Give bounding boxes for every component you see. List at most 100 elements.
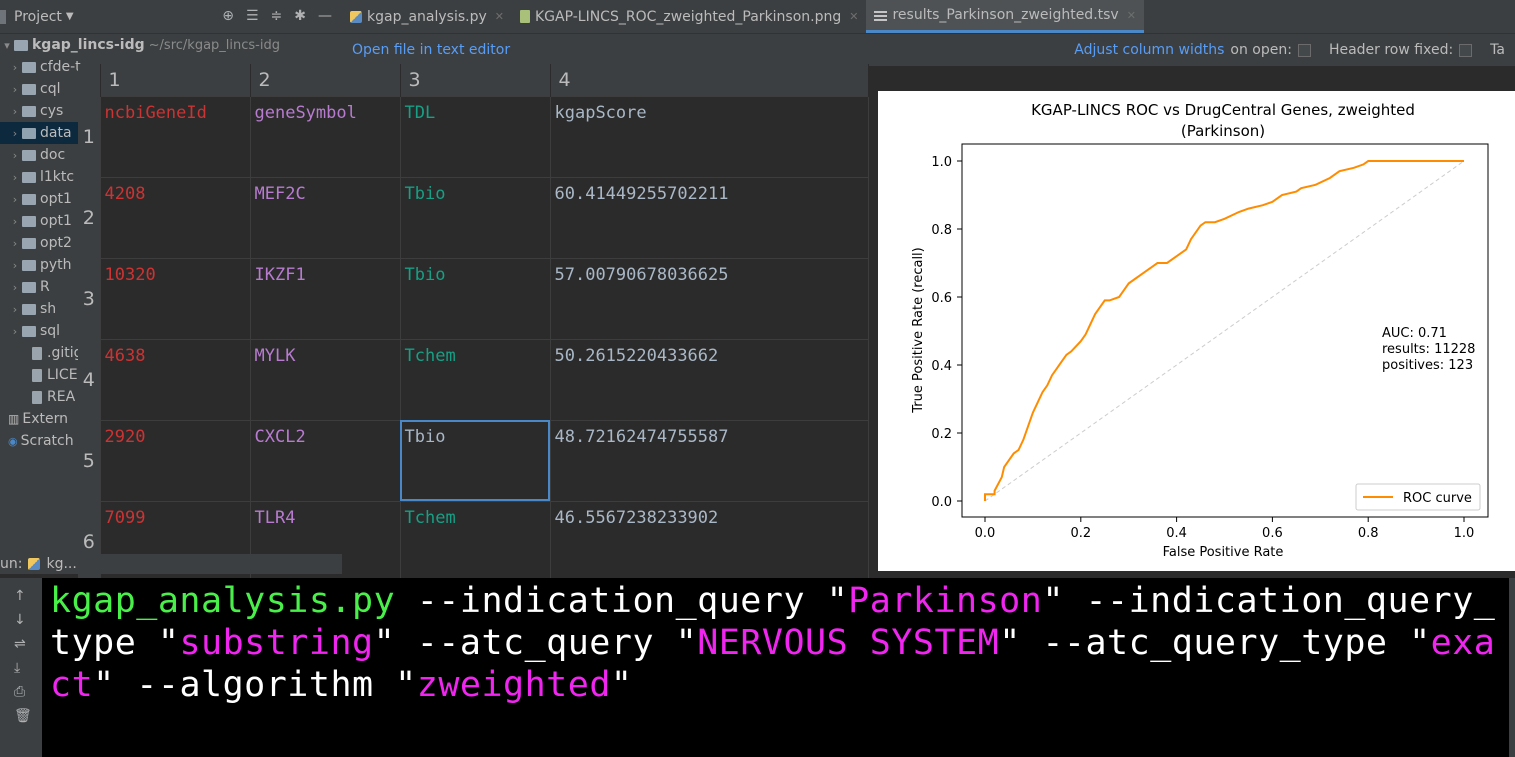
tree-item-opt1[interactable]: › opt1	[0, 188, 72, 210]
chevron-right-icon[interactable]: ›	[12, 214, 18, 228]
cell-value: Tbio	[404, 183, 446, 204]
tree-item-opt1[interactable]: › opt1	[0, 210, 72, 232]
cell-value: ncbiGeneId	[104, 102, 207, 123]
gear-icon[interactable]: ✱	[294, 8, 306, 24]
tree-item-cql[interactable]: › cql	[0, 78, 61, 100]
adjust-column-widths-link[interactable]: Adjust column widths	[1074, 42, 1225, 58]
table-cell[interactable]: 48.72162474755587	[549, 419, 869, 502]
editor-tab[interactable]: KGAP-LINCS_ROC_zweighted_Parkinson.png ✕	[512, 0, 867, 33]
close-icon[interactable]: ✕	[494, 10, 504, 23]
header-row-fixed-checkbox[interactable]	[1459, 43, 1473, 57]
up-arrow-icon[interactable]: ↑	[14, 588, 26, 604]
tree-item-pyth[interactable]: › pyth	[0, 254, 72, 276]
table-cell[interactable]: 46.5567238233902	[549, 500, 869, 583]
chevron-right-icon[interactable]: ›	[12, 192, 18, 206]
table-cell[interactable]: 4208	[99, 176, 251, 259]
table-cell[interactable]: kgapScore	[549, 95, 869, 178]
chevron-right-icon[interactable]: ›	[12, 170, 18, 184]
tree-item-extern[interactable]: ▥ Extern	[0, 408, 68, 430]
tree-item-scratch[interactable]: ◉ Scratch	[0, 430, 74, 452]
chevron-right-icon[interactable]: ›	[12, 302, 18, 316]
tree-item-l1ktc[interactable]: › l1ktc	[0, 166, 74, 188]
table-cell[interactable]: 10320	[99, 257, 251, 340]
adjust-on-open-checkbox[interactable]	[1297, 43, 1311, 57]
table-cell[interactable]: 60.41449255702211	[549, 176, 869, 259]
chart-title: KGAP-LINCS ROC vs DrugCentral Genes, zwe…	[1031, 101, 1415, 119]
close-icon[interactable]: ✕	[1126, 8, 1136, 22]
tree-item-data[interactable]: › data	[0, 122, 80, 144]
down-arrow-icon[interactable]: ↓	[14, 612, 26, 628]
table-cell[interactable]: Tbio	[399, 419, 551, 502]
column-header[interactable]: 3	[400, 64, 551, 96]
tree-item-cfdet[interactable]: › cfde-t..	[0, 56, 90, 78]
table-cell[interactable]: 57.00790678036625	[549, 257, 869, 340]
chevron-down-icon[interactable]: ▾	[4, 38, 10, 52]
tree-item-sh[interactable]: › sh	[0, 298, 56, 320]
folder-icon	[22, 281, 36, 293]
tree-item-cys[interactable]: › cys	[0, 100, 63, 122]
chevron-right-icon[interactable]: ›	[12, 236, 18, 250]
chevron-right-icon[interactable]: ›	[12, 104, 18, 118]
row-number[interactable]: 3	[78, 258, 100, 339]
run-config-name[interactable]: kg...	[46, 556, 77, 572]
expand-icon[interactable]: ≑	[270, 8, 283, 24]
hide-panel-icon[interactable]: —	[318, 8, 332, 24]
x-tick-label: 0.8	[1358, 526, 1379, 541]
run-console-output[interactable]: kgap_analysis.py --indication_query "Par…	[42, 578, 1515, 757]
chevron-right-icon[interactable]: ›	[12, 82, 18, 96]
table-cell[interactable]: ncbiGeneId	[99, 95, 251, 178]
table-cell[interactable]: Tbio	[399, 257, 551, 340]
tree-item-opt2[interactable]: › opt2	[0, 232, 72, 254]
table-cell[interactable]: 2920	[99, 419, 251, 502]
row-number[interactable]: 5	[78, 420, 100, 501]
editor-tab[interactable]: results_Parkinson_zweighted.tsv ✕	[866, 0, 1144, 33]
print-icon[interactable]: ⎙	[14, 684, 26, 700]
console-scrollbar[interactable]	[1509, 578, 1515, 757]
chevron-right-icon[interactable]: ›	[12, 60, 18, 74]
trash-icon[interactable]: 🗑	[14, 708, 32, 724]
row-number[interactable]: 2	[78, 177, 100, 258]
row-number[interactable]: 1	[78, 96, 100, 177]
tree-item-rea[interactable]: REA	[0, 386, 75, 408]
table-cell[interactable]: geneSymbol	[249, 95, 401, 178]
locate-icon[interactable]: ⊕	[222, 8, 234, 24]
chevron-right-icon[interactable]: ›	[12, 280, 18, 294]
editor-tab[interactable]: kgap_analysis.py ✕	[342, 0, 512, 33]
chevron-right-icon[interactable]: ›	[12, 258, 18, 272]
tree-item-doc[interactable]: › doc	[0, 144, 65, 166]
tree-item-gitig[interactable]: .gitig	[0, 342, 83, 364]
table-cell[interactable]: 50.2615220433662	[549, 338, 869, 421]
tree-item-lice[interactable]: LICE	[0, 364, 78, 386]
cell-value: IKZF1	[254, 264, 306, 285]
table-cell[interactable]: CXCL2	[249, 419, 401, 502]
column-header[interactable]: 4	[550, 64, 869, 96]
cell-value: Tbio	[404, 426, 446, 447]
table-cell[interactable]: 4638	[99, 338, 251, 421]
chevron-right-icon[interactable]: ›	[12, 126, 18, 140]
table-cell[interactable]: MEF2C	[249, 176, 401, 259]
chevron-right-icon[interactable]: ›	[12, 148, 18, 162]
table-cell[interactable]: IKZF1	[249, 257, 401, 340]
project-view-selector[interactable]: Project ▼	[0, 9, 74, 25]
table-cell[interactable]: Tchem	[399, 338, 551, 421]
soft-wrap-icon[interactable]: ⇌	[14, 636, 26, 652]
table-cell[interactable]: TDL	[399, 95, 551, 178]
column-header[interactable]: 1	[100, 64, 251, 96]
y-tick-label: 0.0	[931, 495, 952, 510]
column-header[interactable]: 2	[250, 64, 401, 96]
tree-item-r[interactable]: › R	[0, 276, 50, 298]
console-text-segment: NERVOUS SYSTEM	[697, 623, 1000, 663]
collapse-all-icon[interactable]: ☰	[245, 8, 259, 24]
tree-item-sql[interactable]: › sql	[0, 320, 60, 342]
row-number[interactable]: 4	[78, 339, 100, 420]
table-cell[interactable]: MYLK	[249, 338, 401, 421]
project-root-item[interactable]: ▾ kgap_lincs-idg ~/src/kgap_lincs-idg	[0, 34, 280, 56]
chevron-right-icon[interactable]: ›	[12, 324, 18, 338]
table-cell[interactable]: Tbio	[399, 176, 551, 259]
close-icon[interactable]: ✕	[849, 10, 859, 23]
y-tick-label: 1.0	[931, 155, 952, 170]
scroll-to-end-icon[interactable]: ⤓	[14, 660, 21, 676]
table-cell[interactable]: Tchem	[399, 500, 551, 583]
open-in-text-editor-link[interactable]: Open file in text editor	[352, 42, 511, 58]
tree-item-label: REA	[47, 389, 76, 405]
